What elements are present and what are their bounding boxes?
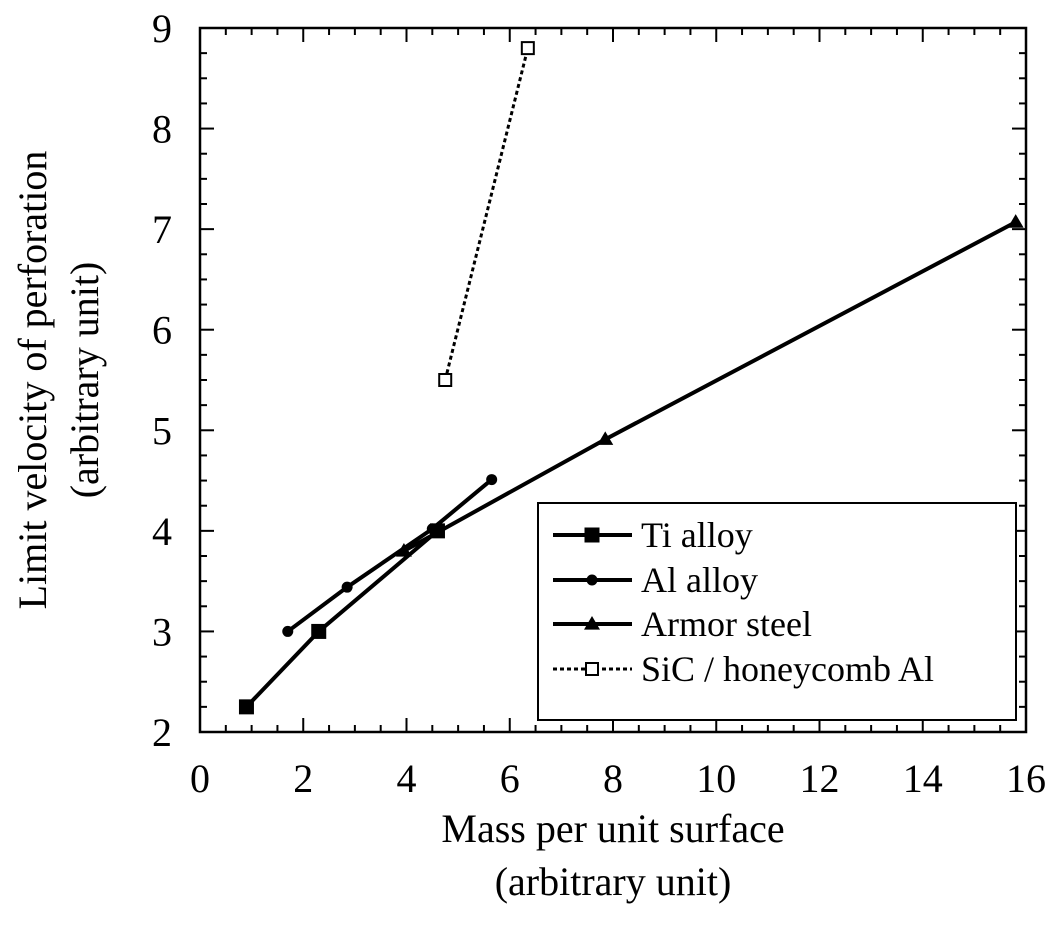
series-layer [238, 41, 1024, 715]
series-line [443, 47, 530, 381]
data-point-square [584, 527, 600, 543]
series-line [245, 529, 439, 709]
series-sic-honeycomb-al [438, 41, 535, 387]
series-armor-steel [395, 214, 1024, 557]
y-tick-label: 5 [152, 408, 172, 453]
legend-label: SiC / honeycomb Al [641, 649, 934, 689]
x-tick-label: 16 [1006, 756, 1046, 801]
legend-label: Ti alloy [641, 515, 753, 555]
y-tick-label: 9 [152, 6, 172, 51]
x-tick-label: 2 [293, 756, 313, 801]
x-tick-label: 14 [903, 756, 943, 801]
y-tick-label: 6 [152, 308, 172, 353]
data-point-triangle [1007, 214, 1024, 228]
data-point-circle [486, 474, 498, 486]
x-tick-label: 6 [500, 756, 520, 801]
x-tick-labels: 0 2 4 6 8 10 12 14 16 [190, 756, 1046, 801]
x-tick-label: 12 [800, 756, 840, 801]
data-point-circle [282, 625, 294, 637]
data-point-square [238, 699, 254, 715]
y-axis-title-line2: (arbitrary unit) [62, 262, 107, 499]
data-point-square [311, 623, 327, 639]
series-line [286, 478, 493, 634]
y-tick-label: 2 [152, 710, 172, 755]
legend-label: Al alloy [641, 560, 758, 600]
y-tick-label: 3 [152, 609, 172, 654]
data-point-circle [586, 574, 598, 586]
x-axis-title-line2: (arbitrary unit) [495, 859, 732, 904]
x-tick-label: 4 [397, 756, 417, 801]
data-point-circle [341, 581, 353, 593]
data-point-open-square [520, 41, 535, 56]
data-point-open-square [585, 662, 599, 676]
series-al-alloy [282, 474, 498, 637]
y-tick-labels: 2 3 4 5 6 7 8 9 [152, 6, 172, 755]
legend-label: Armor steel [641, 604, 812, 644]
y-tick-label: 8 [152, 107, 172, 152]
series-ti-alloy [238, 523, 445, 715]
x-tick-label: 10 [696, 756, 736, 801]
y-tick-label: 7 [152, 207, 172, 252]
legend-box [537, 502, 1017, 721]
x-tick-label: 8 [603, 756, 623, 801]
data-point-triangle [597, 431, 614, 445]
legend-item: SiC / honeycomb Al [553, 649, 934, 689]
data-point-triangle [395, 542, 412, 557]
legend-item: Armor steel [553, 604, 812, 644]
legend-item: Ti alloy [553, 515, 753, 555]
series-line [402, 220, 1017, 553]
data-point-triangle [584, 616, 600, 630]
data-point-open-square [438, 373, 453, 387]
x-tick-label: 0 [190, 756, 210, 801]
y-axis-title-line1: Limit velocity of perforation [10, 151, 55, 610]
legend-item: Al alloy [553, 560, 758, 600]
plot-area-frame [198, 26, 1028, 734]
y-tick-label: 4 [152, 509, 172, 554]
x-axis-title-line1: Mass per unit surface [441, 806, 784, 851]
